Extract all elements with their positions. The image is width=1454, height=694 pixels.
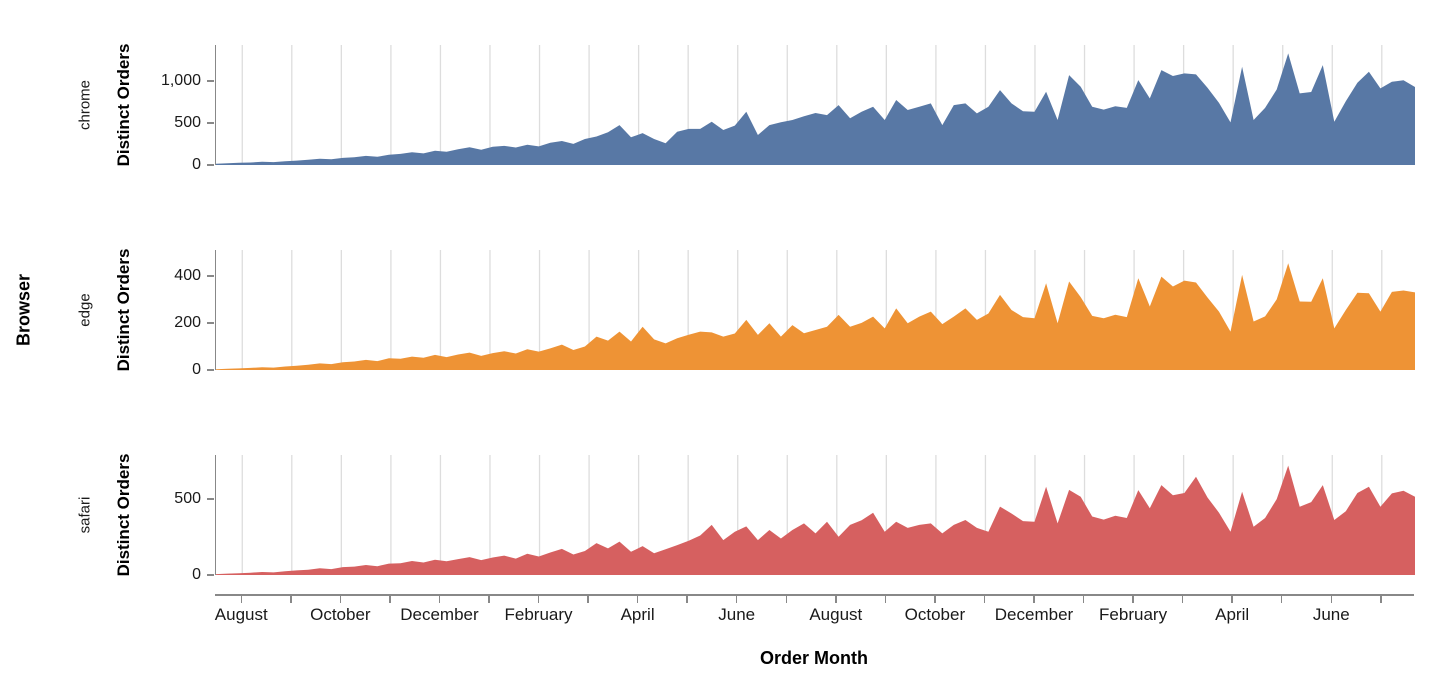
y-tick-mark xyxy=(207,322,214,324)
y-tick-mark xyxy=(207,498,214,500)
facet-plot-safari xyxy=(216,455,1415,575)
x-tick-label: April xyxy=(620,605,655,624)
y-axis-title: Distinct Orders xyxy=(114,453,133,577)
x-tick-mark xyxy=(1330,596,1332,603)
y-axis-title: Distinct Orders xyxy=(114,43,133,167)
x-tick-label: August xyxy=(809,605,863,624)
y-tick-mark xyxy=(207,80,214,82)
y-tick-label: 200 xyxy=(174,313,201,331)
x-tick-label: December xyxy=(994,605,1074,624)
y-tick-mark xyxy=(207,574,214,576)
facet-label-chrome: chrome xyxy=(76,79,94,131)
x-tick-mark xyxy=(240,596,242,603)
x-tick-mark xyxy=(884,596,887,603)
x-tick-label: February xyxy=(1099,605,1168,624)
y-tick-label: 0 xyxy=(192,156,201,173)
x-tick-label: February xyxy=(504,605,573,624)
x-tick-label: October xyxy=(904,605,966,624)
facet-axis-title: Browser xyxy=(13,273,34,347)
x-tick-mark xyxy=(934,596,936,603)
x-tick-label: April xyxy=(1215,605,1250,624)
x-tick-mark xyxy=(488,596,490,603)
facet-panel-edge xyxy=(215,250,1415,370)
x-tick-mark xyxy=(1280,596,1283,603)
facet-panel-chrome xyxy=(215,45,1415,165)
x-tick-mark xyxy=(339,596,342,603)
y-tick-mark xyxy=(207,122,214,124)
x-tick-mark xyxy=(290,596,292,603)
x-tick-mark xyxy=(438,596,441,603)
x-tick-label: August xyxy=(214,605,268,624)
x-tick-mark xyxy=(785,596,787,603)
y-tick-label: 1,000 xyxy=(160,72,201,90)
x-tick-mark xyxy=(537,596,540,603)
y-tick-label: 500 xyxy=(174,490,201,508)
facet-plot-chrome xyxy=(216,45,1415,165)
x-tick-mark xyxy=(686,596,688,603)
y-tick-label: 500 xyxy=(174,114,201,132)
x-tick-mark xyxy=(1380,596,1382,603)
facet-label-edge: edge xyxy=(76,293,94,327)
y-tick-label: 0 xyxy=(192,361,201,378)
y-tick-label: 400 xyxy=(174,266,201,284)
x-tick-mark xyxy=(835,596,837,603)
y-tick-mark xyxy=(207,275,214,277)
x-axis-title: Order Month xyxy=(760,648,868,668)
area-safari xyxy=(216,465,1415,575)
x-tick-mark xyxy=(735,596,738,603)
area-edge xyxy=(216,263,1415,370)
x-tick-mark xyxy=(587,596,589,603)
y-tick-mark xyxy=(207,369,214,371)
x-tick-mark xyxy=(1033,596,1035,603)
y-tick-label: 0 xyxy=(192,566,201,583)
x-tick-mark xyxy=(1181,596,1184,603)
x-tick-label: June xyxy=(718,605,756,624)
x-tick-mark xyxy=(1231,596,1233,603)
x-tick-mark xyxy=(389,596,391,603)
facet-label-safari: safari xyxy=(76,496,94,534)
x-tick-mark xyxy=(983,596,986,603)
facet-plot-edge xyxy=(216,250,1415,370)
area-chrome xyxy=(216,53,1415,165)
x-tick-mark xyxy=(1132,596,1134,603)
x-tick-mark xyxy=(1082,596,1085,603)
facet-panel-safari xyxy=(215,455,1415,575)
x-axis-line xyxy=(215,594,1414,596)
x-tick-label: June xyxy=(1312,605,1350,624)
x-tick-label: October xyxy=(310,605,371,624)
x-tick-mark xyxy=(636,596,639,603)
y-tick-mark xyxy=(207,164,214,166)
x-tick-label: December xyxy=(400,605,479,624)
